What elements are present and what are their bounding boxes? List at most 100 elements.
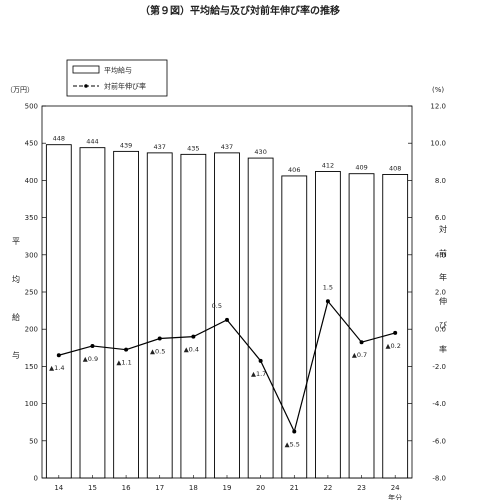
bar [315, 171, 341, 479]
growth-rate-point [393, 330, 398, 335]
left-tick-label: 500 [25, 103, 38, 111]
bar-value-label: 408 [389, 164, 401, 172]
right-axis-label-char: 前 [439, 248, 447, 258]
legend-bar-swatch [72, 65, 100, 74]
bar [382, 173, 409, 479]
growth-rate-label: ▲0.7 [352, 351, 367, 359]
bar [281, 175, 308, 479]
left-tick-label: 50 [29, 437, 38, 445]
right-axis-label-char: び [439, 321, 447, 330]
growth-rate-point [225, 317, 229, 322]
bar [45, 144, 72, 479]
growth-rate-point [325, 299, 330, 304]
x-tick-label: 22 [323, 484, 332, 492]
bar [180, 153, 207, 479]
left-tick-label: 450 [25, 140, 38, 148]
bar [247, 157, 274, 479]
left-axis-label-char: 平 [12, 237, 20, 246]
bar-value-label: 448 [53, 135, 65, 143]
right-axis-label-char: 対 [439, 224, 447, 234]
legend-box [66, 59, 168, 97]
right-tick-label: 2.0 [435, 289, 446, 297]
right-tick-label: 8.0 [435, 177, 446, 185]
bar [113, 150, 139, 479]
right-tick-label: 12.0 [430, 103, 446, 111]
growth-rate-label: 1.5 [323, 283, 333, 291]
growth-rate-point [56, 353, 61, 358]
right-axis-label-char: 伸 [439, 296, 447, 306]
left-tick-label: 400 [25, 177, 38, 185]
growth-rate-point [157, 336, 162, 341]
bar-value-label: 439 [120, 141, 132, 149]
x-tick-label: 23 [357, 484, 366, 492]
legend-bar-label: 平均給与 [104, 66, 132, 75]
x-tick-label: 24 [391, 484, 400, 492]
growth-rate-label: ▲1.4 [49, 364, 64, 372]
bar [348, 173, 375, 479]
bar-value-label: 412 [322, 161, 334, 169]
left-tick-label: 350 [25, 214, 38, 222]
x-tick-label: 15 [88, 484, 97, 492]
x-tick-label: 19 [223, 484, 232, 492]
left-tick-label: 150 [25, 363, 38, 371]
growth-rate-label: ▲0.2 [386, 342, 401, 350]
x-tick-label: 17 [155, 484, 164, 492]
chart-title: （第９図）平均給与及び対前年伸び率の推移 [140, 4, 340, 17]
growth-rate-label: ▲0.9 [83, 355, 98, 363]
x-tick-label: 18 [189, 484, 198, 492]
plot-area: 0 50 100 150 200 250 300 350 400 450 500 -8.0 -6.0 -4… [6, 86, 447, 502]
growth-rate-point [124, 347, 129, 352]
left-tick-label: 250 [25, 289, 38, 297]
right-axis-label-char: 年 [439, 272, 447, 282]
growth-rate-point [359, 340, 364, 345]
bar [79, 147, 106, 479]
bar-value-label: 437 [154, 143, 166, 151]
growth-rate-label: ▲0.4 [184, 346, 199, 354]
growth-rate-label: ▲1.7 [251, 370, 266, 378]
left-tick-label: 300 [25, 251, 38, 259]
bar-value-label: 435 [187, 144, 199, 152]
growth-rate-point [191, 334, 196, 339]
legend-line-marker [84, 84, 88, 88]
right-tick-label: -6.0 [432, 437, 446, 445]
bar-value-label: 444 [86, 138, 98, 146]
x-tick-label: 21 [290, 484, 299, 492]
left-tick-label: 200 [25, 326, 38, 334]
right-tick-label: -2.0 [432, 363, 446, 371]
left-tick-label: 0 [34, 475, 38, 483]
growth-rate-label: ▲0.5 [150, 348, 165, 356]
x-tick-label: 16 [122, 484, 131, 492]
right-tick-label: 10.0 [430, 140, 446, 148]
bar-value-label: 437 [221, 143, 233, 151]
x-tick-label: 20 [256, 484, 265, 492]
bar-value-label: 406 [288, 166, 300, 174]
right-tick-label: 4.0 [435, 251, 446, 259]
growth-rate-label: ▲5.5 [285, 441, 300, 449]
left-axis-label-char: 給 [12, 312, 20, 322]
x-tick-label: 14 [54, 484, 63, 492]
right-tick-label: -4.0 [432, 400, 446, 408]
right-tick-label: 0.0 [435, 326, 446, 334]
right-axis-unit: (%) [432, 86, 444, 94]
bar-value-label: 409 [355, 164, 367, 172]
bar [146, 152, 173, 479]
legend: 平均給与 対前年伸び率 [66, 59, 168, 97]
right-tick-label: 6.0 [435, 214, 446, 222]
growth-rate-point [292, 429, 297, 434]
growth-rate-point [258, 358, 263, 363]
left-axis-unit: （万円） [6, 86, 34, 94]
left-tick-label: 100 [25, 400, 38, 408]
bar-value-label: 430 [254, 148, 266, 156]
left-axis-label-char: 均 [12, 274, 20, 284]
right-axis-label-char: 率 [439, 344, 447, 354]
x-axis-unit: 年分 [388, 493, 402, 500]
growth-rate-label: 0.5 [212, 302, 222, 310]
legend-line-label: 対前年伸び率 [104, 82, 146, 91]
growth-rate-label: ▲1.1 [116, 359, 131, 367]
left-axis-label-char: 与 [12, 351, 20, 360]
growth-rate-point [90, 343, 95, 348]
right-tick-label: -8.0 [432, 475, 446, 483]
bar [214, 152, 240, 479]
